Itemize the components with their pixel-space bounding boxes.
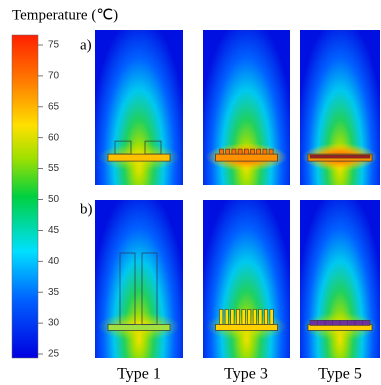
fin (144, 140, 162, 155)
colorbar-title: Temperature (℃) (12, 7, 118, 23)
fin (262, 148, 268, 155)
fin (269, 309, 274, 325)
tick-label: 35 (48, 287, 60, 298)
fin (231, 148, 237, 155)
tick-label: 40 (48, 256, 60, 267)
tick-label: 55 (48, 163, 60, 174)
fin (224, 309, 229, 325)
tick-label: 45 (48, 225, 60, 236)
column-label: Type 5 (318, 366, 362, 383)
fin (252, 309, 257, 325)
heat-sink-base (215, 153, 278, 162)
fin (241, 309, 246, 325)
fin (219, 309, 224, 325)
fin (244, 148, 249, 155)
fin (114, 140, 132, 155)
column-label: Type 3 (224, 366, 268, 383)
fin (219, 148, 224, 155)
tick-label: 25 (48, 349, 60, 360)
column-label: Type 1 (117, 366, 161, 383)
fin (250, 148, 255, 155)
tick-label: 75 (48, 40, 60, 51)
row-label: a) (80, 37, 92, 53)
fin (268, 148, 274, 155)
fin-array (309, 154, 371, 159)
tick-label: 30 (48, 318, 60, 329)
fin (141, 252, 158, 325)
fin (225, 148, 230, 155)
fin (258, 309, 263, 325)
fin (237, 148, 243, 155)
heat-sink-base (107, 324, 171, 331)
heat-sink-base (107, 153, 171, 162)
tick-label: 70 (48, 71, 60, 82)
fin (263, 309, 268, 325)
heat-sink-base (215, 324, 278, 331)
tick-label: 65 (48, 101, 60, 112)
fin (230, 309, 235, 325)
tick-label: 60 (48, 132, 60, 143)
row-label: b) (80, 201, 93, 217)
panels (95, 30, 380, 358)
fin (247, 309, 252, 325)
fin (119, 252, 136, 325)
fin (236, 309, 241, 325)
tick-label: 50 (48, 194, 60, 205)
colorbar (11, 34, 39, 359)
fin (256, 148, 262, 155)
